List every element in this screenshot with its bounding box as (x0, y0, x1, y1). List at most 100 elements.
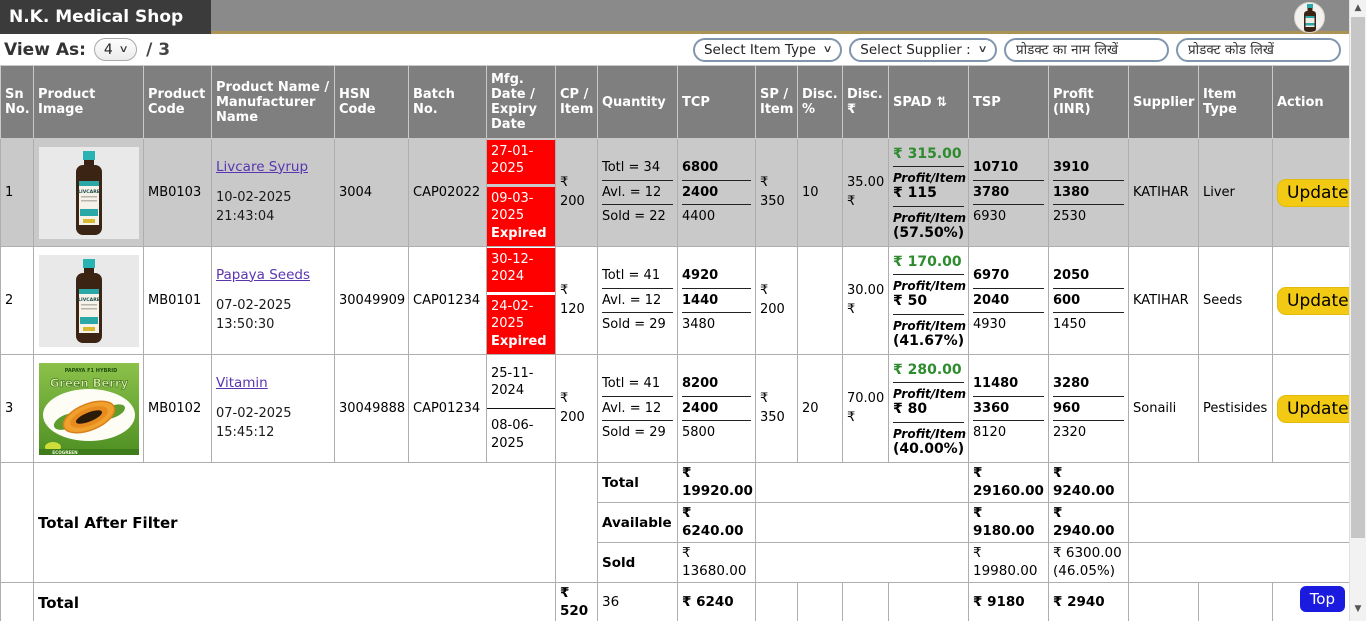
top-button-cell: Top (1272, 582, 1350, 621)
disc-rs-cell: 70.00 ₹ (842, 354, 889, 463)
app-title: N.K. Medical Shop (0, 0, 212, 34)
header-quantity: Quantity (597, 65, 678, 139)
view-as-label: View As: (4, 39, 86, 60)
sn-cell: 3 (0, 354, 34, 463)
filter-controls: Select Item Type ∨ Select Supplier : ∨ (692, 37, 1341, 62)
item-type-select[interactable]: Select Item Type ∨ (692, 37, 843, 62)
footer-tcp-sold: ₹ 13680.00 (677, 542, 756, 584)
scrollbar-thumb[interactable] (1351, 17, 1365, 538)
expiry-date: 09-03-2025 Expired (487, 186, 555, 246)
empty-cell (1128, 582, 1199, 621)
empty-cell (1198, 582, 1273, 621)
spad-cell: ₹ 280.00 Profit/Item ₹ 80 Profit/Item (40.… (888, 354, 969, 463)
item-type-cell: Pestisides (1198, 354, 1273, 463)
grand-total-tcp: ₹ 6240 (677, 582, 756, 621)
expired-badge: Expired (491, 333, 547, 349)
added-datetime: 10-02-2025 21:43:04 (216, 189, 292, 224)
footer-tsp-sold: ₹ 19980.00 (968, 542, 1049, 584)
product-name-link[interactable]: Livcare Syrup (216, 158, 309, 175)
inventory-table: Sn No. Product Image Product Code Produc… (0, 65, 1350, 621)
empty-cell (797, 582, 843, 621)
header-action: Action (1272, 65, 1350, 139)
update-button[interactable]: Update (1277, 394, 1349, 423)
scroll-to-top-button[interactable]: Top (1299, 586, 1345, 613)
header-disc-rs: Disc. ₹ (842, 65, 889, 139)
spad-cell: ₹ 170.00 Profit/Item ₹ 50 Profit/Item (41.… (888, 246, 969, 355)
sp-item-cell: ₹350 (755, 354, 798, 463)
action-cell: Update (1272, 354, 1350, 463)
expiry-date: 08-06-2025 (491, 418, 534, 451)
product-image[interactable]: PAPAYA F1 HYBRID Green Berry (38, 362, 139, 455)
supplier-select[interactable]: Select Supplier : ∨ (849, 37, 997, 62)
header-cp-item: CP / Item (555, 65, 598, 139)
product-row: 2 LIVCARE (0, 246, 1350, 355)
controls-bar: View As: 4 ∨ / 3 Select Item Type ∨ Sele… (0, 34, 1349, 65)
disc-pct-cell (797, 246, 843, 355)
scroll-up-icon[interactable]: ▲ (1354, 3, 1362, 13)
product-name-link[interactable]: Vitamin (216, 374, 268, 391)
sp-item-cell: ₹200 (755, 246, 798, 355)
svg-text:LIVCARE: LIVCARE (78, 297, 100, 303)
spad-price: ₹ 170.00 (893, 252, 964, 275)
grand-total-tsp: ₹ 9180 (968, 582, 1049, 621)
product-row: 3 PAPAYA F1 HYBRID Green B (0, 354, 1350, 463)
product-code-cell: MB0103 (143, 138, 212, 247)
product-image-cell: LIVCARE (33, 246, 144, 355)
seed-packet-image: PAPAYA F1 HYBRID Green Berry (38, 362, 139, 455)
syrup-bottle-image: LIVCARE (38, 146, 139, 239)
footer-tsp-total: ₹ 29160.00 (968, 461, 1049, 504)
scrollbar[interactable]: ▲ ▼ (1349, 0, 1366, 621)
quantity-cell: Totl = 41 Avl. = 12 Sold = 29 (597, 246, 678, 355)
scroll-down-icon[interactable]: ▼ (1354, 604, 1362, 614)
user-avatar[interactable] (1294, 2, 1325, 33)
top-bar: N.K. Medical Shop (0, 0, 1349, 34)
total-after-filter-label: Total After Filter (33, 461, 556, 584)
header-spad-sort[interactable]: SPAD ⇅ (888, 65, 969, 139)
product-row: 1 LIVCARE (0, 138, 1350, 247)
disc-pct-cell: 20 (797, 354, 843, 463)
product-name-search-input[interactable] (1004, 37, 1169, 62)
profit-cell: 3910 1380 2530 (1048, 138, 1129, 247)
product-image[interactable]: LIVCARE (38, 146, 139, 239)
empty-cell (755, 502, 969, 544)
disc-rs-cell: 30.00 ₹ (842, 246, 889, 355)
supplier-cell: KATIHAR (1128, 138, 1199, 247)
empty-cell (1128, 502, 1350, 544)
cp-item-cell: ₹200 (555, 354, 598, 463)
svg-text:LIVCARE: LIVCARE (78, 189, 100, 195)
tcp-cell: 6800 2400 4400 (677, 138, 756, 247)
product-name-link[interactable]: Papaya Seeds (216, 266, 310, 283)
mfg-expiry-cell: 30-12-2024 24-02-2025 Expired (486, 246, 556, 355)
product-image[interactable]: LIVCARE (38, 254, 139, 347)
product-code-search-input[interactable] (1176, 37, 1341, 62)
tsp-cell: 10710 3780 6930 (968, 138, 1049, 247)
footer-sub-label: Sold (597, 542, 678, 584)
update-button[interactable]: Update (1277, 178, 1349, 207)
grand-total-label: Total (33, 582, 556, 621)
supplier-cell: KATIHAR (1128, 246, 1199, 355)
svg-text:Green Berry: Green Berry (49, 376, 128, 390)
sn-cell: 2 (0, 246, 34, 355)
empty-cell (755, 582, 798, 621)
header-batch: Batch No. (408, 65, 487, 139)
spad-cell: ₹ 315.00 Profit/Item ₹ 115 Profit/Item (57… (888, 138, 969, 247)
action-cell: Update (1272, 246, 1350, 355)
table-header-row: Sn No. Product Image Product Code Produc… (0, 65, 1350, 139)
disc-rs-cell: 35.00 ₹ (842, 138, 889, 247)
header-sn: Sn No. (0, 65, 34, 139)
mfg-expiry-cell: 25-11-2024 08-06-2025 (486, 354, 556, 463)
expired-badge: Expired (491, 225, 547, 241)
update-button[interactable]: Update (1277, 286, 1349, 315)
syrup-bottle-image: LIVCARE (38, 254, 139, 347)
chevron-down-icon: ∨ (822, 44, 833, 55)
tsp-cell: 11480 3360 8120 (968, 354, 1049, 463)
total-after-filter-row: Sold ₹ 13680.00 ₹ 19980.00 ₹ 6300.00 (46… (1, 542, 1350, 584)
action-cell: Update (1272, 138, 1350, 247)
total-after-filter-row: Available ₹ 6240.00 ₹ 9180.00 ₹ 2940.00 (1, 502, 1350, 544)
view-as-select[interactable]: 4 ∨ (93, 38, 138, 61)
total-after-filter-row: Total After Filter Total ₹ 19920.00 ₹ 29… (0, 461, 1350, 584)
header-tsp: TSP (968, 65, 1049, 139)
header-sp-item: SP / Item (755, 65, 798, 139)
footer-profit-sold: ₹ 6300.00 (46.05%) (1048, 542, 1129, 584)
